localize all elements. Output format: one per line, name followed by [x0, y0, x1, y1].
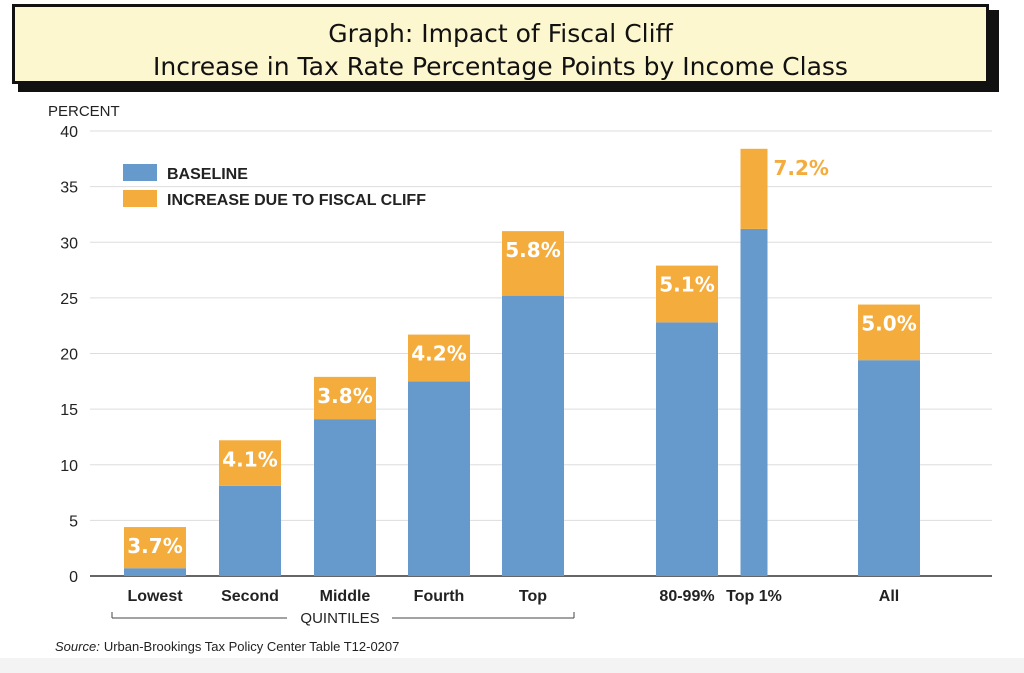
- chart-title-box: Graph: Impact of Fiscal Cliff Increase i…: [12, 4, 989, 84]
- y-tick-label: 20: [60, 347, 78, 364]
- legend-label: BASELINE: [167, 166, 248, 183]
- source-note: Source: Urban-Brookings Tax Policy Center…: [55, 639, 399, 654]
- bar-baseline: [219, 485, 281, 576]
- bar-baseline: [502, 295, 564, 576]
- chart-title: Graph: Impact of Fiscal Cliff: [328, 19, 673, 48]
- y-tick-label: 40: [60, 124, 78, 141]
- y-tick-label: 30: [60, 235, 78, 252]
- legend-swatch: [123, 190, 157, 207]
- legend-swatch: [123, 164, 157, 181]
- y-axis-label: PERCENT: [48, 103, 120, 120]
- x-tick-label: Fourth: [414, 588, 465, 605]
- bar-increase: [408, 334, 470, 382]
- y-tick-label: 5: [69, 513, 78, 530]
- bar-baseline: [124, 568, 186, 576]
- bar-increase: [740, 148, 768, 229]
- bottom-band: [0, 658, 1024, 673]
- x-tick-label: 80-99%: [659, 588, 714, 605]
- x-tick-label: Middle: [320, 588, 371, 605]
- bar-increase: [502, 231, 564, 296]
- x-tick-label: Top: [519, 588, 547, 605]
- chart-subtitle: Increase in Tax Rate Percentage Points b…: [153, 52, 848, 81]
- bar-baseline: [408, 381, 470, 576]
- y-tick-label: 0: [69, 569, 78, 586]
- source-prefix: Source:: [55, 639, 100, 654]
- bar-baseline: [656, 322, 718, 576]
- data-label: 4.1%: [222, 447, 277, 471]
- data-label: 4.2%: [411, 342, 466, 366]
- bar-increase: [219, 440, 281, 486]
- data-label: 5.8%: [505, 238, 560, 262]
- y-tick-label: 10: [60, 458, 78, 475]
- y-tick-label: 15: [60, 402, 78, 419]
- x-tick-label: Second: [221, 588, 279, 605]
- bar-increase: [314, 376, 376, 420]
- data-label: 5.1%: [659, 273, 714, 297]
- bar-baseline: [314, 419, 376, 576]
- y-tick-label: 35: [60, 180, 78, 197]
- x-tick-label: Top 1%: [726, 588, 782, 605]
- group-label-quintiles: QUINTILES: [300, 610, 379, 627]
- bar-increase: [858, 304, 920, 361]
- bar-increase: [124, 527, 186, 569]
- bar-increase: [656, 265, 718, 323]
- data-label: 5.0%: [861, 312, 916, 336]
- legend-label: INCREASE DUE TO FISCAL CLIFF: [167, 192, 426, 209]
- data-label: 3.7%: [127, 534, 182, 558]
- data-label: 3.8%: [317, 384, 372, 408]
- x-tick-label: All: [879, 588, 899, 605]
- source-text: Urban-Brookings Tax Policy Center Table …: [104, 639, 400, 654]
- bar-baseline: [740, 228, 768, 576]
- x-tick-label: Lowest: [127, 588, 183, 605]
- bar-baseline: [858, 360, 920, 576]
- y-tick-label: 25: [60, 291, 78, 308]
- data-label: 7.2%: [774, 156, 829, 180]
